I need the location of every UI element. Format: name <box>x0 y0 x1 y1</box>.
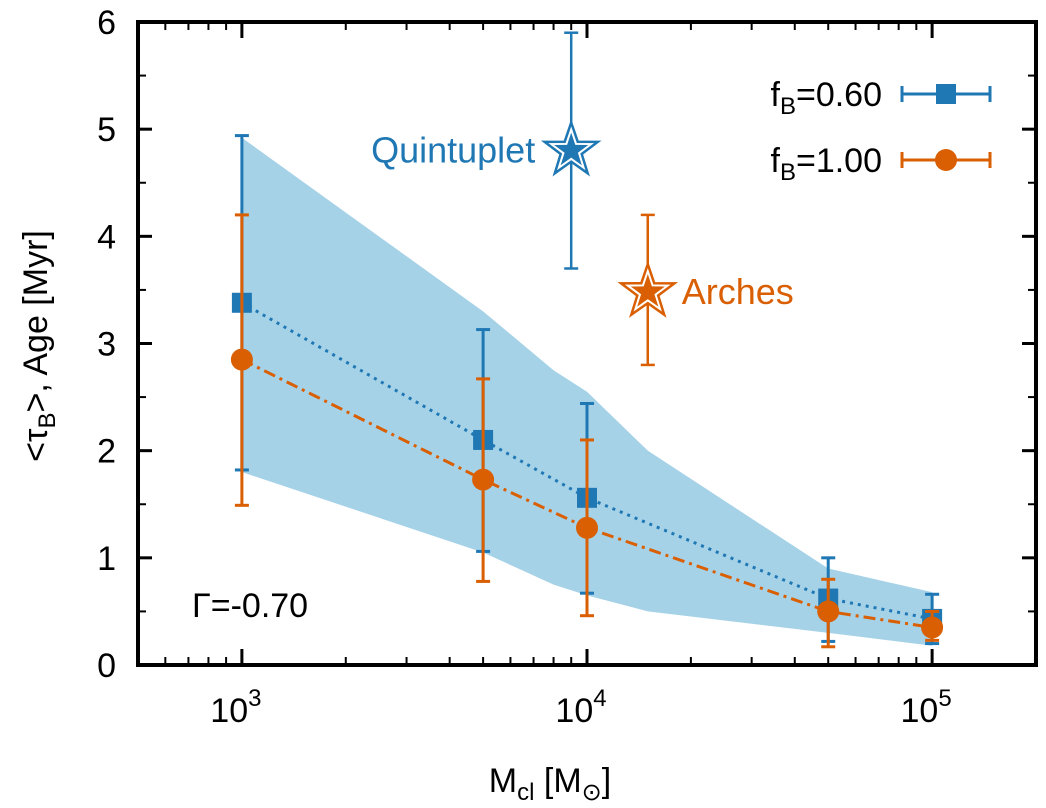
data-point <box>576 516 598 539</box>
y-tick-label: 4 <box>97 218 116 256</box>
cluster-arches: Arches <box>617 213 794 367</box>
gamma-annotation: Γ=-0.70 <box>192 587 308 625</box>
confidence-band <box>241 137 933 646</box>
legend-marker <box>935 149 957 171</box>
y-tick-label: 5 <box>97 111 116 149</box>
cluster-star-marker <box>630 274 665 307</box>
data-point <box>817 600 840 623</box>
confidence-band-layer <box>241 137 933 646</box>
y-tick-label: 0 <box>97 647 116 685</box>
cluster-label: Arches <box>682 271 794 312</box>
tick-layer: 0 1 2 3 4 5 6 103 104 105 <box>97 4 1036 730</box>
data-point <box>921 616 944 639</box>
y-tick-label: 2 <box>97 433 116 471</box>
series-line <box>241 301 933 621</box>
series-layer <box>230 134 944 649</box>
cluster-star-marker <box>554 132 589 166</box>
x-tick-label: 103 <box>210 685 261 730</box>
y-tick-label: 1 <box>97 540 116 578</box>
cluster-layer: Quintuplet Arches <box>371 31 794 367</box>
x-tick-label: 105 <box>901 685 952 730</box>
data-point <box>230 348 253 371</box>
y-tick-label: 3 <box>97 326 116 364</box>
x-axis-title: Mcl [M⊙] <box>489 762 611 806</box>
series-2 <box>230 213 944 649</box>
cluster-label: Quintuplet <box>371 130 535 171</box>
legend-label: fB=0.60 <box>771 76 883 120</box>
y-axis-title: <τB>, Age [Myr] <box>17 230 61 462</box>
cluster-quintuplet: Quintuplet <box>371 31 602 270</box>
y-tick-label: 6 <box>97 4 116 42</box>
legend: fB=0.60 fB=1.00 <box>771 76 992 186</box>
data-point <box>472 468 495 491</box>
legend-label: fB=1.00 <box>771 142 883 186</box>
legend-marker <box>936 84 956 104</box>
x-tick-label: 104 <box>555 685 606 730</box>
